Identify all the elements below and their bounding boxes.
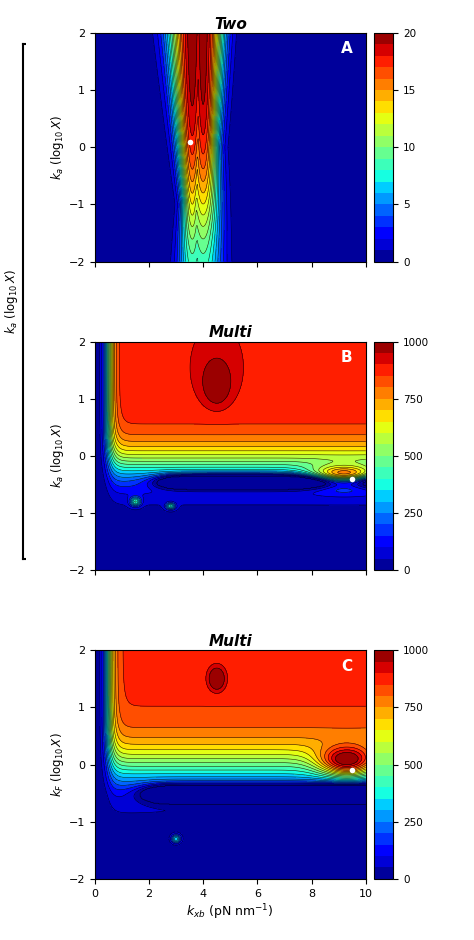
Title: Multi: Multi (209, 634, 252, 650)
Title: Multi: Multi (209, 325, 252, 340)
Y-axis label: $k_a$ ($\log_{10}X$): $k_a$ ($\log_{10}X$) (49, 423, 66, 489)
X-axis label: $k_{xb}$ (pN nm$^{-1}$): $k_{xb}$ (pN nm$^{-1}$) (186, 902, 274, 922)
Text: A: A (341, 41, 353, 56)
Title: Two: Two (214, 17, 246, 32)
Y-axis label: $k_a$ ($\log_{10}X$): $k_a$ ($\log_{10}X$) (49, 115, 66, 180)
Text: $k_a$ ($\log_{10}X$): $k_a$ ($\log_{10}X$) (3, 269, 20, 334)
Text: B: B (341, 350, 353, 365)
Y-axis label: $k_F$ ($\log_{10}X$): $k_F$ ($\log_{10}X$) (49, 732, 66, 797)
Text: C: C (341, 659, 352, 674)
